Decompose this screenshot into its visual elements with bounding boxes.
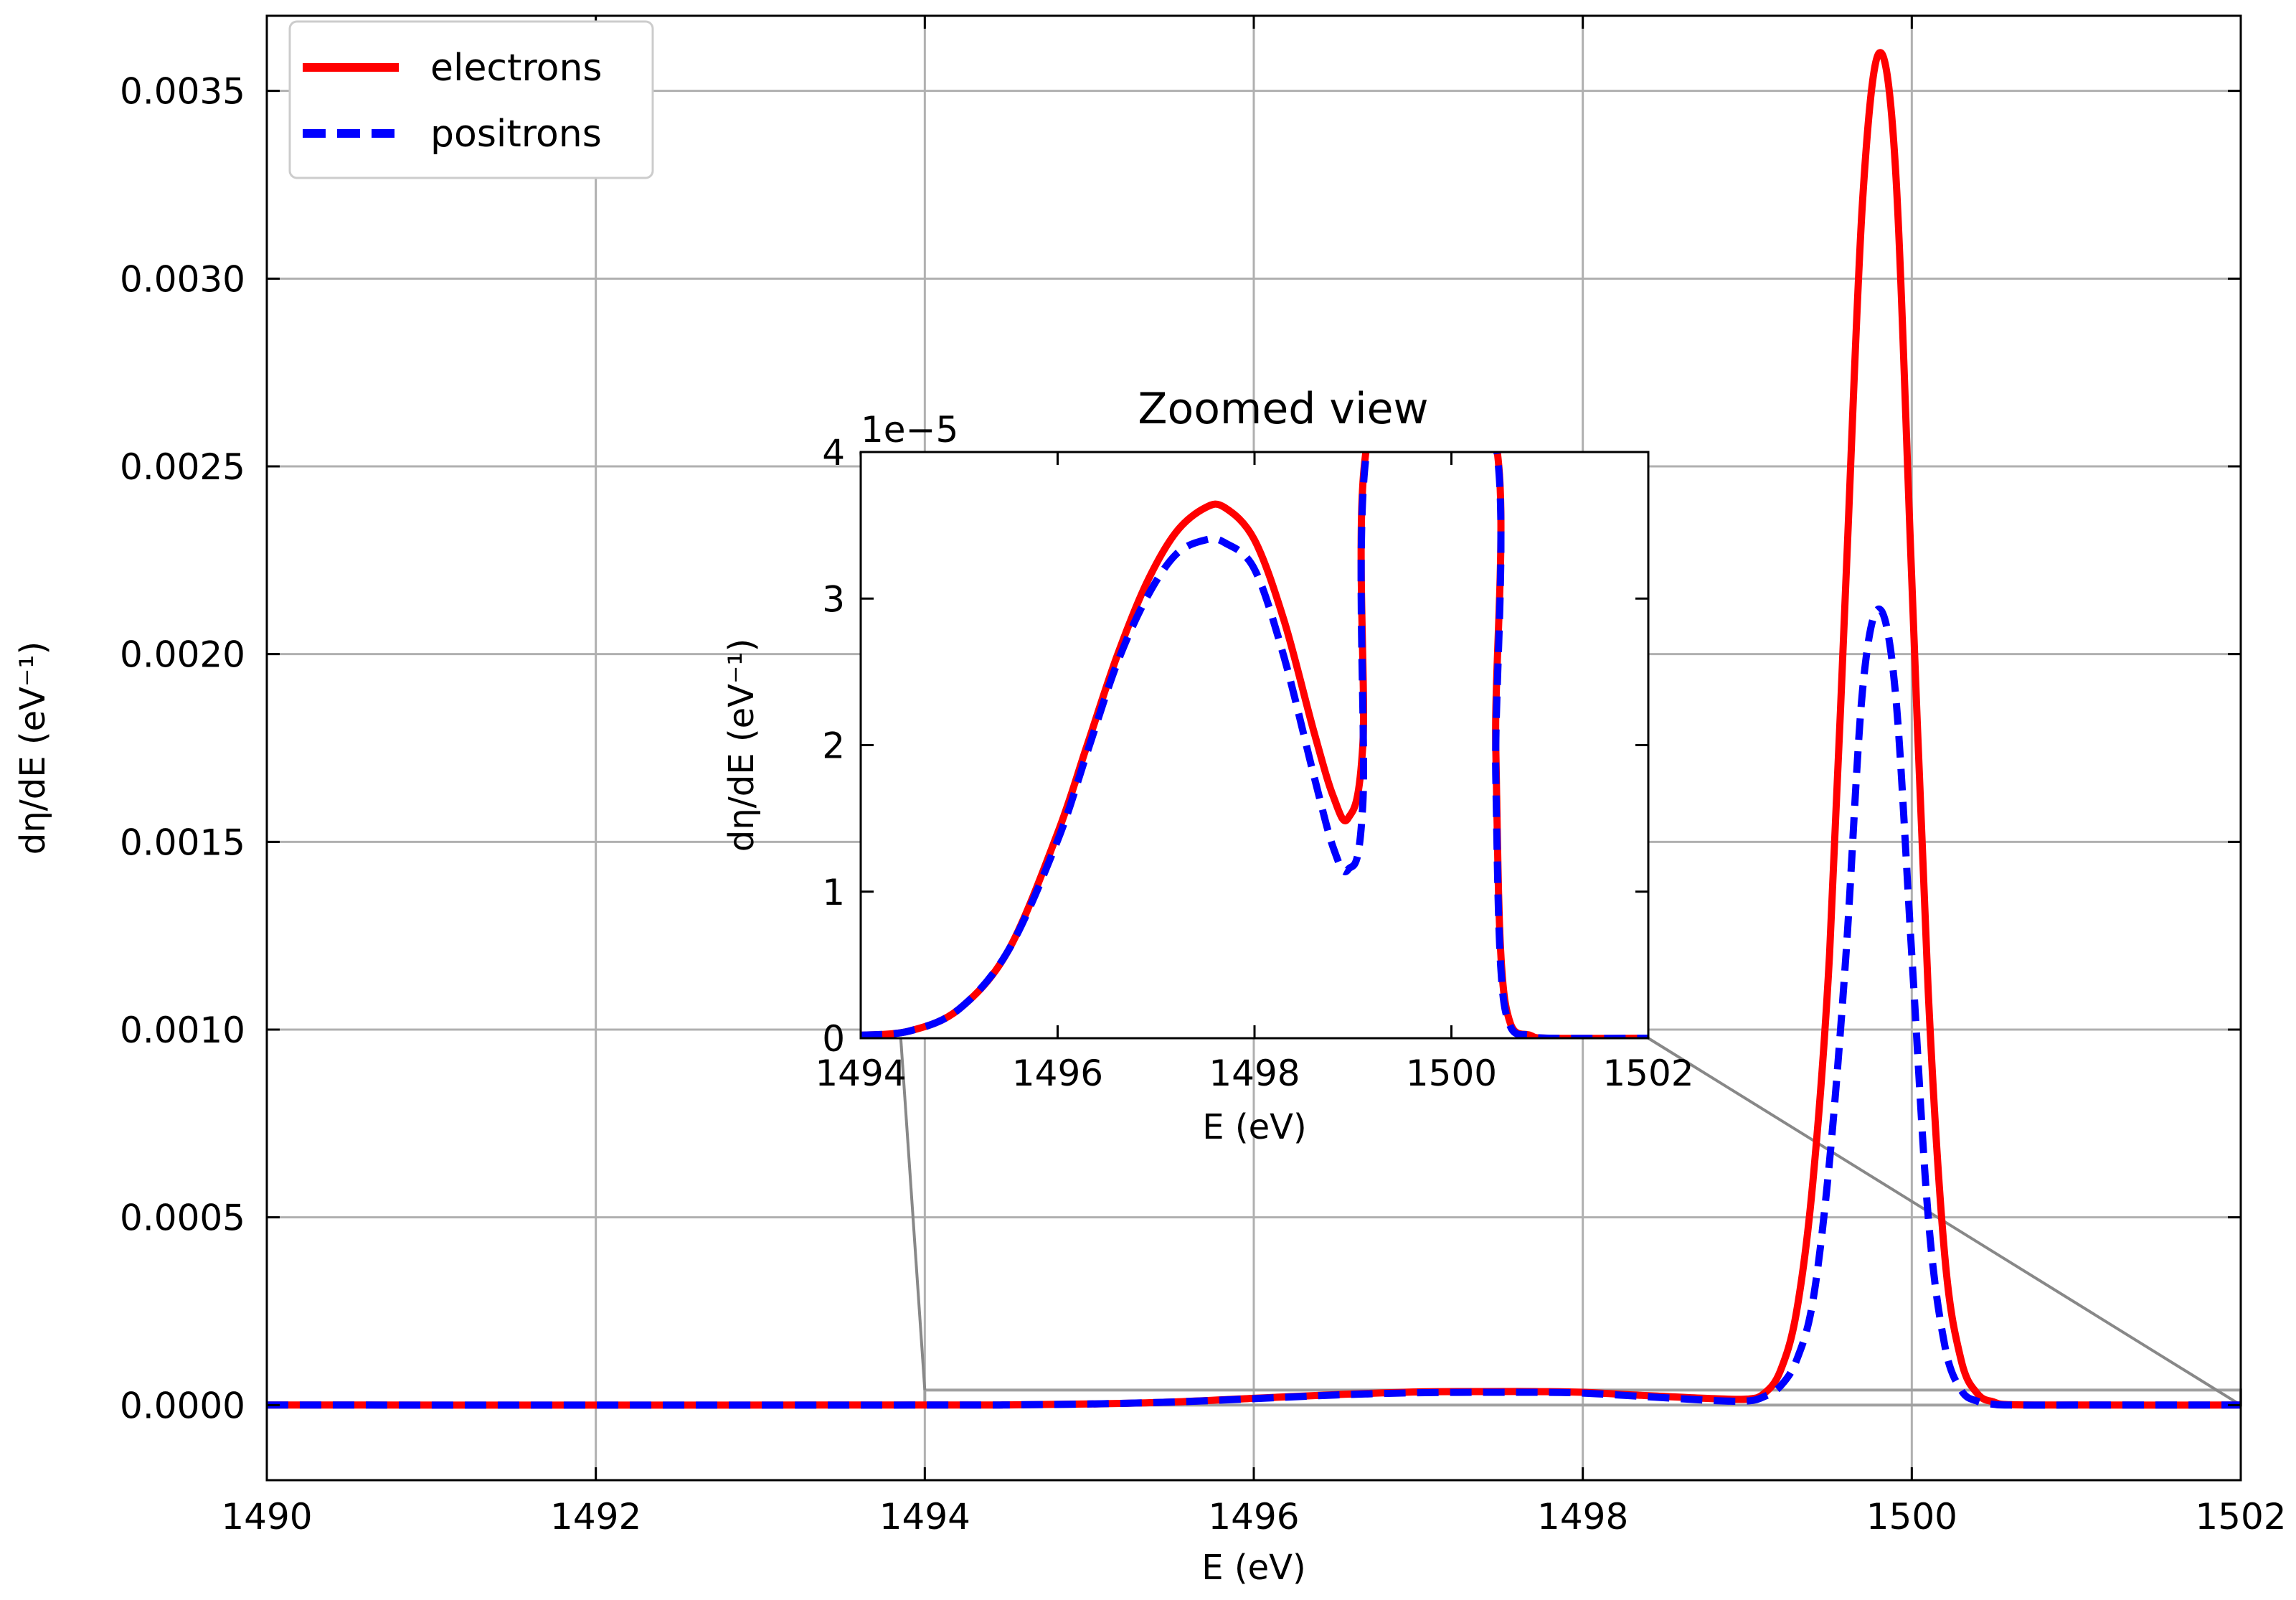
- main-y-tick-label: 0.0000: [120, 1385, 245, 1426]
- main-x-tick-label: 1492: [550, 1496, 641, 1538]
- inset-y-tick-label: 2: [822, 725, 845, 767]
- main-x-tick-label: 1494: [879, 1496, 970, 1538]
- main-y-axis-label: dη/dE (eV⁻¹): [13, 641, 53, 855]
- main-y-tick-label: 0.0035: [120, 71, 245, 113]
- main-x-axis-label: E (eV): [1201, 1548, 1305, 1588]
- main-x-tick-label: 1496: [1208, 1496, 1299, 1538]
- inset-x-tick-label: 1494: [815, 1053, 906, 1094]
- inset-y-axis-label: dη/dE (eV⁻¹): [722, 639, 762, 852]
- inset-y-tick-label: 3: [822, 578, 845, 620]
- inset-x-tick-label: 1502: [1602, 1053, 1693, 1094]
- inset-x-tick-label: 1496: [1012, 1053, 1103, 1094]
- inset-background: [861, 452, 1648, 1038]
- inset-ticks: 1494 1496 1498 1500 1502 0 1 2 3 4: [815, 432, 1693, 1094]
- legend: electrons positrons: [288, 20, 654, 179]
- inset-y-tick-label: 0: [822, 1018, 845, 1060]
- inset-y-axis-label-text: dη/dE (eV⁻¹): [722, 639, 762, 852]
- inset-y-tick-label: 4: [822, 432, 845, 474]
- main-ticks: 1490 1492 1494 1496 1498 1500 1502 0.0000 0.0005…: [120, 16, 2287, 1538]
- inset-x-tick-label: 1500: [1406, 1053, 1497, 1094]
- inset-series: [861, 452, 1648, 1038]
- main-series: [266, 49, 2241, 1409]
- main-x-tick-label: 1498: [1537, 1496, 1628, 1538]
- inset-chart: 1494 1496 1498 1500 1502 0 1 2 3 4 Zoomed view 1e…: [722, 384, 1694, 1147]
- main-y-tick-label: 0.0015: [120, 822, 245, 863]
- main-y-tick-label: 0.0005: [120, 1197, 245, 1239]
- inset-x-axis-label: E (eV): [1202, 1107, 1306, 1147]
- inset-x-tick-label: 1498: [1209, 1053, 1300, 1094]
- inset-series-positrons: [861, 452, 1648, 1038]
- legend-label-electrons: electrons: [430, 47, 603, 90]
- main-y-tick-label: 0.0030: [120, 258, 245, 300]
- legend-label-positrons: positrons: [430, 113, 602, 156]
- main-x-tick-label: 1502: [2195, 1496, 2286, 1538]
- main-y-tick-label: 0.0020: [120, 634, 245, 676]
- main-x-tick-label: 1500: [1866, 1496, 1957, 1538]
- legend-box: [288, 20, 654, 179]
- main-y-tick-label: 0.0025: [120, 446, 245, 488]
- main-y-axis-label-text: dη/dE (eV⁻¹): [13, 641, 53, 855]
- main-y-tick-label: 0.0010: [120, 1010, 245, 1051]
- main-x-tick-label: 1490: [221, 1496, 312, 1538]
- inset-y-tick-label: 1: [822, 872, 845, 913]
- inset-title: Zoomed view: [1138, 384, 1428, 434]
- main-series-electrons: [266, 49, 2241, 1409]
- inset-offset-text: 1e−5: [861, 409, 958, 451]
- main-series-positrons: [266, 605, 2241, 1409]
